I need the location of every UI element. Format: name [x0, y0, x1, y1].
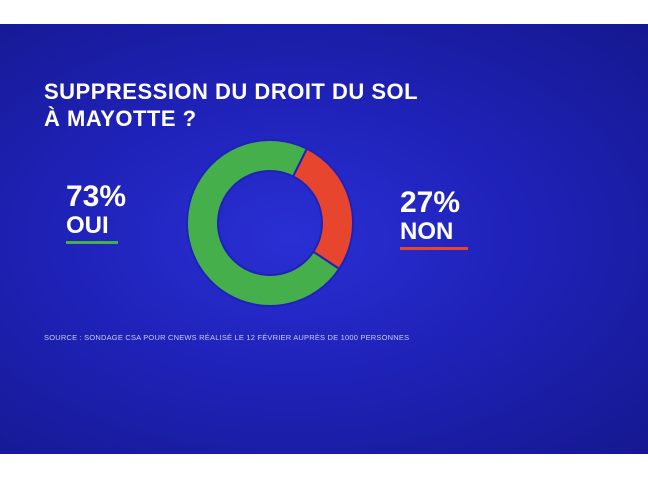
chart-title: SUPPRESSION DU DROIT DU SOL À MAYOTTE ?: [44, 78, 564, 132]
no-underline: [400, 247, 468, 250]
chart-title-line-1: SUPPRESSION DU DROIT DU SOL: [44, 79, 419, 104]
yes-category-label: OUI: [66, 212, 109, 239]
yes-underline: [66, 241, 118, 244]
yes-slice: [186, 139, 341, 307]
yes-percentage-label: 73%: [66, 180, 127, 213]
no-stat: 27% NON: [400, 187, 468, 250]
no-category-label: NON: [400, 218, 454, 245]
no-slice: [291, 147, 354, 271]
donut-chart: [186, 139, 354, 307]
source-note: SOURCE : SONDAGE CSA POUR CNEWS RÉALISÉ …: [44, 333, 410, 342]
no-percentage-label: 27%: [400, 186, 461, 219]
chart-panel: SUPPRESSION DU DROIT DU SOL À MAYOTTE ? …: [0, 24, 648, 454]
yes-stat: 73% OUI: [66, 181, 126, 244]
chart-title-line-2: À MAYOTTE ?: [44, 106, 197, 131]
